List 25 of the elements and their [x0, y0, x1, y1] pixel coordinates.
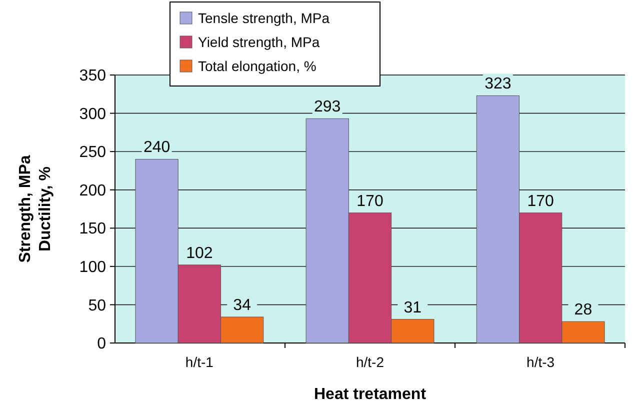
y-tick-label: 350: [79, 68, 106, 85]
y-tick-label: 250: [79, 144, 106, 162]
y-tick-label: 50: [88, 297, 106, 314]
x-tick-label: h/t-2: [356, 354, 384, 370]
data-label: 293: [314, 98, 341, 116]
x-tick-label: h/t-3: [526, 354, 555, 370]
data-label: 323: [484, 76, 512, 93]
y-axis-title: Strength, MPa Ductility, %: [17, 155, 54, 263]
x-tick-label: h/t-1: [185, 354, 214, 370]
data-label: 28: [574, 302, 592, 319]
data-label: 102: [186, 244, 213, 262]
legend-label: Yield strength, MPa: [198, 34, 320, 50]
y-tick-label: 0: [97, 336, 106, 353]
data-label: 170: [356, 192, 384, 210]
data-label: 31: [404, 299, 422, 316]
y-tick-label: 200: [79, 182, 106, 200]
legend-label: Total elongation, %: [198, 58, 316, 74]
y-tick-label: 150: [79, 220, 106, 238]
y-tick-label: 300: [79, 106, 106, 123]
data-label: 240: [143, 139, 170, 156]
y-tick-label: 100: [79, 259, 106, 276]
data-label: 170: [527, 192, 554, 210]
x-axis-title: Heat tretament: [314, 386, 427, 403]
legend-label: Tensle strength, MPa: [198, 10, 330, 26]
data-label: 34: [233, 296, 252, 314]
